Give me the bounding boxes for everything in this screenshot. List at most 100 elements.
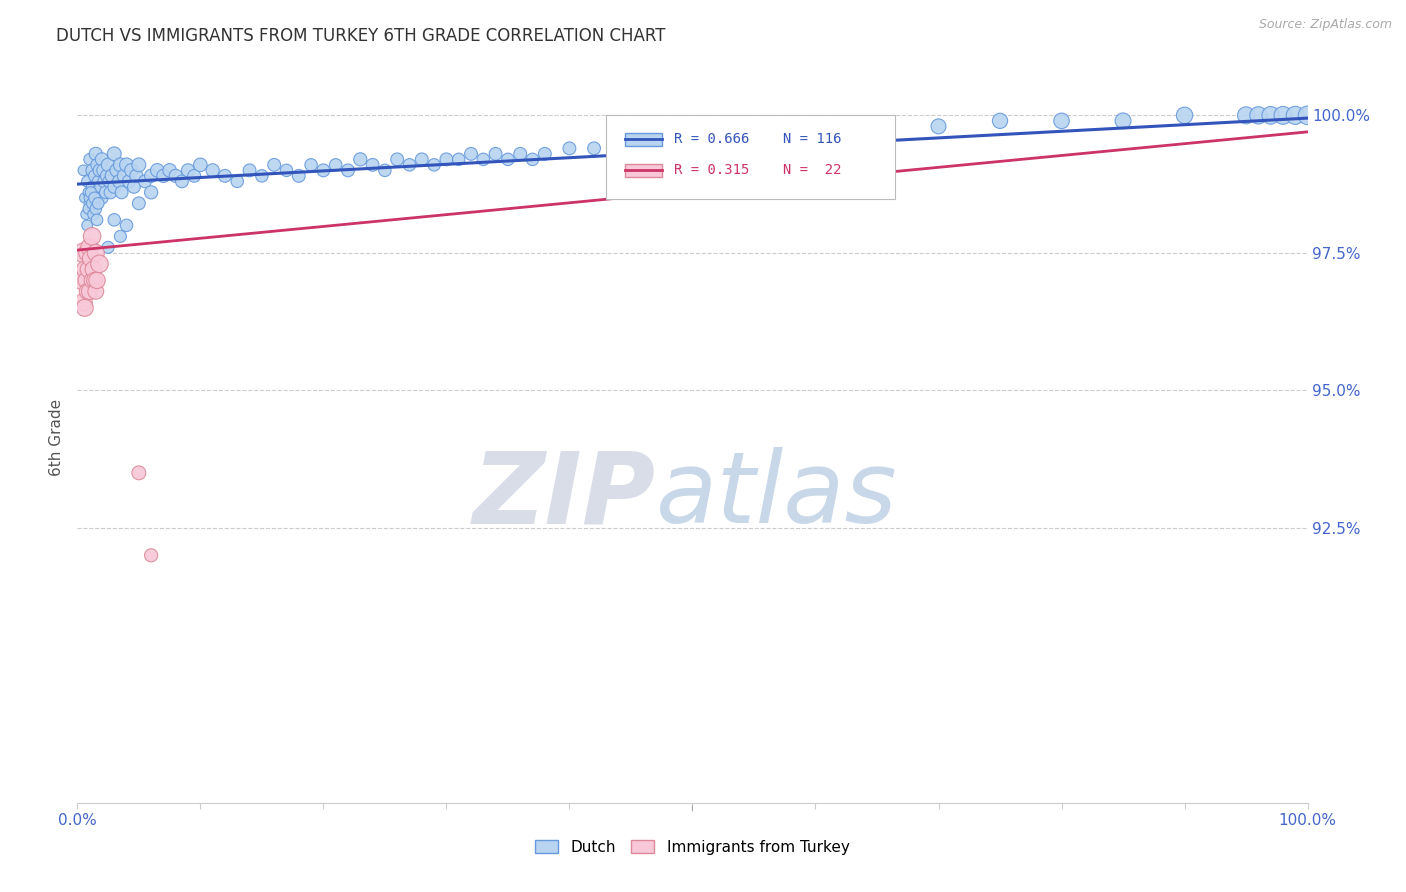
Point [385,153,409,167]
Point [125,169,148,183]
Point [105,163,128,178]
Point [188,158,212,172]
Point [276,163,298,178]
Point [706,130,728,145]
Point [398,158,420,172]
Point [1234,108,1257,122]
Point [159,163,181,178]
Point [77,262,100,277]
Point [82,207,104,221]
Point [1296,108,1319,122]
Point [423,158,446,172]
Point [1247,108,1270,122]
Point [485,146,508,161]
Point [325,158,347,172]
Point [115,158,138,172]
Point [82,191,104,205]
Point [804,125,827,139]
Point [103,146,125,161]
Point [496,153,519,167]
Point [90,153,114,167]
Point [79,153,101,167]
Point [90,191,114,205]
Point [73,301,96,315]
Point [146,163,169,178]
Point [657,136,679,150]
Text: R = 0.666    N = 116: R = 0.666 N = 116 [673,132,842,146]
Point [70,273,93,287]
Point [75,273,97,287]
Point [77,186,100,200]
Point [183,169,205,183]
Point [214,169,236,183]
Point [72,295,94,310]
Point [82,262,104,277]
Point [101,169,124,183]
Point [607,141,630,155]
Point [82,196,104,211]
Point [100,186,122,200]
FancyBboxPatch shape [624,133,662,146]
Point [76,245,98,260]
Point [447,153,470,167]
Point [76,174,98,188]
Point [141,549,163,563]
Point [988,113,1011,128]
FancyBboxPatch shape [624,163,662,177]
Point [312,163,335,178]
Point [633,136,655,150]
Point [122,179,145,194]
Point [86,158,108,172]
Point [374,163,396,178]
Point [103,212,125,227]
Text: R = 0.315    N =  22: R = 0.315 N = 22 [673,163,842,178]
Point [97,158,120,172]
Point [79,191,101,205]
Point [928,120,950,134]
Point [73,262,96,277]
Point [80,252,103,266]
Legend: Dutch, Immigrants from Turkey: Dutch, Immigrants from Turkey [530,834,855,861]
Point [84,202,107,216]
Point [1284,108,1306,122]
Point [80,186,103,200]
Point [87,196,110,211]
FancyBboxPatch shape [606,115,896,199]
Point [128,466,150,480]
Point [509,146,531,161]
Point [84,285,107,299]
Point [79,240,101,254]
Point [97,240,120,254]
Point [731,130,754,145]
Point [1112,113,1135,128]
Point [201,163,224,178]
Point [94,186,117,200]
Point [115,219,138,233]
Point [128,158,150,172]
Point [121,163,143,178]
Point [84,245,107,260]
Point [73,191,96,205]
Text: DUTCH VS IMMIGRANTS FROM TURKEY 6TH GRADE CORRELATION CHART: DUTCH VS IMMIGRANTS FROM TURKEY 6TH GRAD… [56,27,665,45]
Point [75,207,97,221]
Point [76,285,98,299]
Point [1050,113,1073,128]
Point [110,229,132,244]
Point [460,146,482,161]
Point [682,130,704,145]
Point [866,120,889,134]
Point [82,273,104,287]
Point [128,196,150,211]
Point [83,169,105,183]
Point [110,158,132,172]
Point [141,186,163,200]
Point [72,163,94,178]
Point [82,179,104,194]
Point [111,186,132,200]
Point [76,219,98,233]
Text: Source: ZipAtlas.com: Source: ZipAtlas.com [1258,18,1392,31]
Point [534,146,557,161]
Point [103,179,125,194]
Point [522,153,544,167]
Point [134,174,156,188]
